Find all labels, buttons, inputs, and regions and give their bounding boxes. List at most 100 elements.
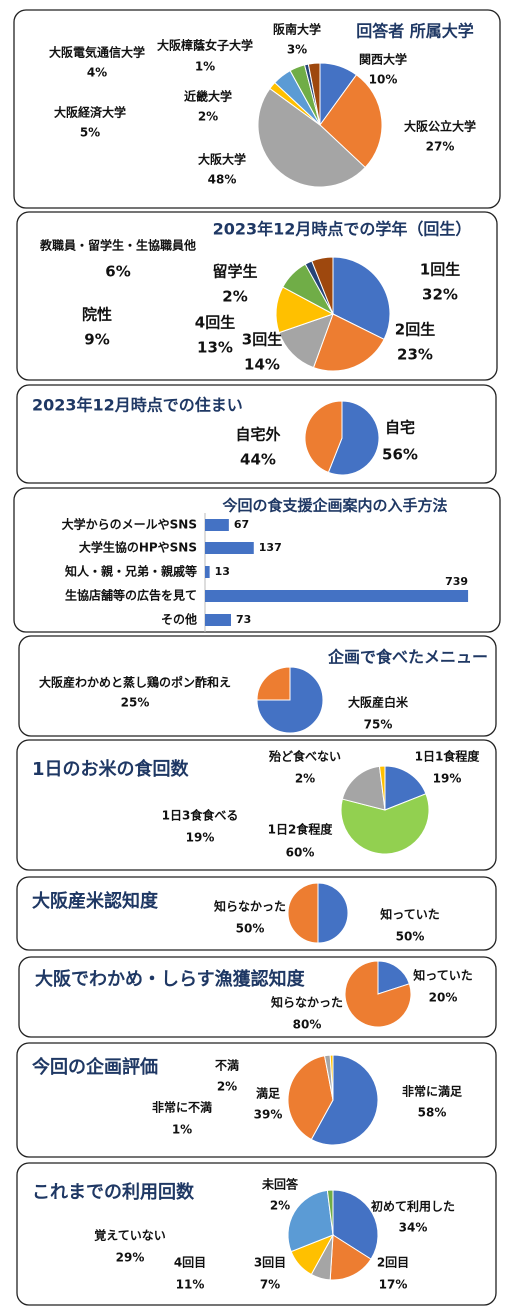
panel: [18, 635, 497, 737]
chart-title: 企画で食べたメニュー: [327, 648, 488, 667]
chart-title: 1日のお米の食回数: [32, 758, 190, 780]
pie-slice: [384, 765, 427, 811]
slice-label: 4回生: [195, 314, 235, 332]
slice-label: 覚えていない: [94, 1228, 165, 1243]
slice-label: 1日1食程度: [415, 749, 481, 764]
slice-label: 殆ど食べない: [269, 749, 341, 764]
slice-value: 3%: [287, 43, 307, 57]
pie-slice: [319, 74, 383, 169]
pie-slice: [256, 666, 291, 701]
bar: [205, 566, 210, 578]
slice-label: 知らなかった: [213, 899, 286, 914]
slice-label: 自宅外: [235, 426, 280, 444]
pie-slice: [317, 882, 349, 944]
pie-slice: [344, 960, 412, 1028]
pie-slice: [378, 765, 386, 811]
slice-value: 2%: [295, 772, 315, 786]
slice-label: 1日3食食べる: [162, 808, 239, 823]
pie-slice: [327, 400, 380, 476]
slice-value: 50%: [236, 922, 265, 936]
pie-slice: [312, 313, 385, 372]
slice-value: 17%: [379, 1278, 408, 1292]
category-label: 生協店舗等の広告を見て: [65, 588, 197, 603]
slice-label: 知っていた: [379, 907, 439, 922]
category-label: 知人・親・兄弟・親戚等: [64, 564, 197, 579]
slice-label: 阪南大学: [273, 22, 321, 37]
slice-value: 5%: [80, 126, 100, 140]
slice-label: 大阪電気通信大学: [49, 45, 145, 60]
bar-value: 13: [215, 565, 230, 578]
pie-slice: [340, 793, 430, 855]
slice-value: 9%: [84, 331, 109, 349]
slice-value: 10%: [369, 73, 398, 87]
pie-slice: [304, 400, 343, 474]
slice-value: 32%: [422, 286, 458, 304]
slice-value: 56%: [382, 446, 418, 464]
bar: [205, 519, 229, 531]
slice-value: 2%: [222, 288, 247, 306]
bar: [205, 542, 254, 554]
slice-label: 2回目: [377, 1256, 409, 1270]
slice-value: 39%: [254, 1108, 283, 1122]
chart-title: 今回の企画評価: [32, 1056, 158, 1078]
slice-value: 34%: [399, 1221, 428, 1235]
slice-value: 44%: [240, 451, 276, 469]
slice-value: 50%: [396, 930, 425, 944]
slice-value: 23%: [397, 346, 433, 364]
chart-title: 大阪でわかめ・しらす漁獲認知度: [35, 968, 306, 990]
slice-label: 院性: [82, 306, 112, 324]
slice-value: 29%: [116, 1251, 145, 1265]
slice-label: 2回生: [395, 321, 435, 339]
slice-label: 大阪樟蔭女子大学: [157, 38, 253, 53]
slice-label: 知っていた: [412, 968, 472, 983]
bar-value: 73: [236, 613, 251, 626]
pie-slice: [329, 1234, 372, 1281]
pie-slice: [329, 1054, 334, 1101]
slice-label: 大阪産わかめと蒸し鶏のポン酢和え: [39, 675, 231, 690]
slice-label: 3回生: [242, 331, 282, 349]
slice-label: 大阪公立大学: [404, 119, 476, 134]
slice-value: 11%: [176, 1278, 205, 1292]
slice-label: 留学生: [212, 263, 257, 281]
slice-label: 非常に満足: [402, 1084, 462, 1099]
slice-value: 1%: [172, 1123, 192, 1137]
slice-value: 75%: [364, 718, 393, 732]
pie-slice: [310, 1054, 379, 1146]
slice-label: 1日2食程度: [268, 822, 334, 837]
slice-label: 未回答: [261, 1177, 299, 1192]
slice-label: 大阪大学: [198, 152, 246, 167]
panel: [16, 876, 497, 951]
slice-value: 27%: [426, 140, 455, 154]
chart-title: 回答者 所属大学: [356, 22, 474, 41]
slice-value: 6%: [105, 263, 130, 281]
pie-slice: [287, 1189, 334, 1253]
chart-title: 2023年12月時点での住まい: [32, 396, 243, 415]
bar: [205, 614, 231, 626]
slice-value: 2%: [198, 110, 218, 124]
chart-title: これまでの利用回数: [32, 1181, 195, 1203]
pie-slice: [341, 765, 386, 811]
slice-label: 満足: [256, 1086, 280, 1101]
slice-value: 19%: [433, 772, 462, 786]
category-label: その他: [161, 612, 197, 627]
slice-label: 知らなかった: [270, 995, 343, 1010]
slice-label: 近畿大学: [184, 89, 232, 104]
slice-label: 大阪経済大学: [54, 105, 126, 120]
pie-slice: [326, 1189, 334, 1236]
slice-label: 初めて利用した: [371, 1199, 455, 1214]
slice-label: 1回生: [420, 261, 460, 279]
bar-value: 739: [445, 575, 468, 588]
pie-slice: [278, 313, 334, 369]
bar-value: 67: [234, 518, 249, 531]
pie-slice: [311, 256, 334, 315]
pie-slice: [287, 1055, 334, 1141]
slice-value: 1%: [195, 60, 215, 74]
slice-value: 80%: [293, 1018, 322, 1032]
pie-slice: [287, 882, 319, 944]
slice-value: 14%: [244, 356, 280, 374]
pie-slice: [307, 62, 321, 126]
slice-value: 20%: [429, 991, 458, 1005]
bar-value: 137: [259, 541, 282, 554]
